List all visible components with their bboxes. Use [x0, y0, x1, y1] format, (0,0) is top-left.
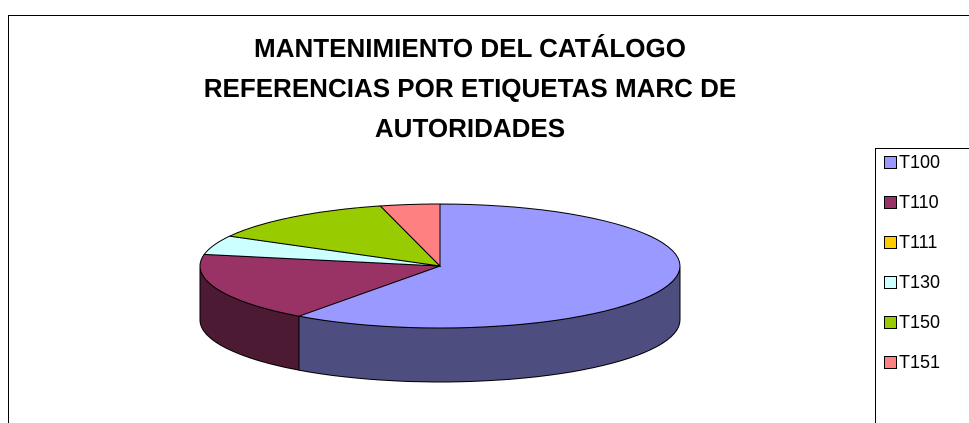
legend-swatch [884, 196, 897, 209]
pie-slice [379, 203, 441, 268]
legend-label: T111 [899, 232, 937, 252]
pie-slice [203, 235, 441, 267]
chart-title: MANTENIMIENTO DEL CATÁLOGO [254, 33, 686, 63]
chart-title: REFERENCIAS POR ETIQUETAS MARC DE [204, 73, 737, 103]
legend-label: T100 [899, 152, 940, 172]
pie-slice [199, 253, 441, 317]
legend-label: T151 [899, 352, 940, 372]
legend-swatch [884, 236, 897, 249]
legend-label: T130 [899, 272, 940, 292]
legend-swatch [884, 156, 897, 169]
legend-swatch [884, 316, 897, 329]
legend-swatch [884, 356, 897, 369]
pie-slice [227, 205, 442, 267]
chart-title: AUTORIDADES [375, 113, 565, 143]
legend-label: T110 [899, 192, 939, 212]
legend-label: T150 [899, 312, 940, 332]
pie-slice [296, 203, 681, 329]
legend-swatch [884, 276, 897, 289]
